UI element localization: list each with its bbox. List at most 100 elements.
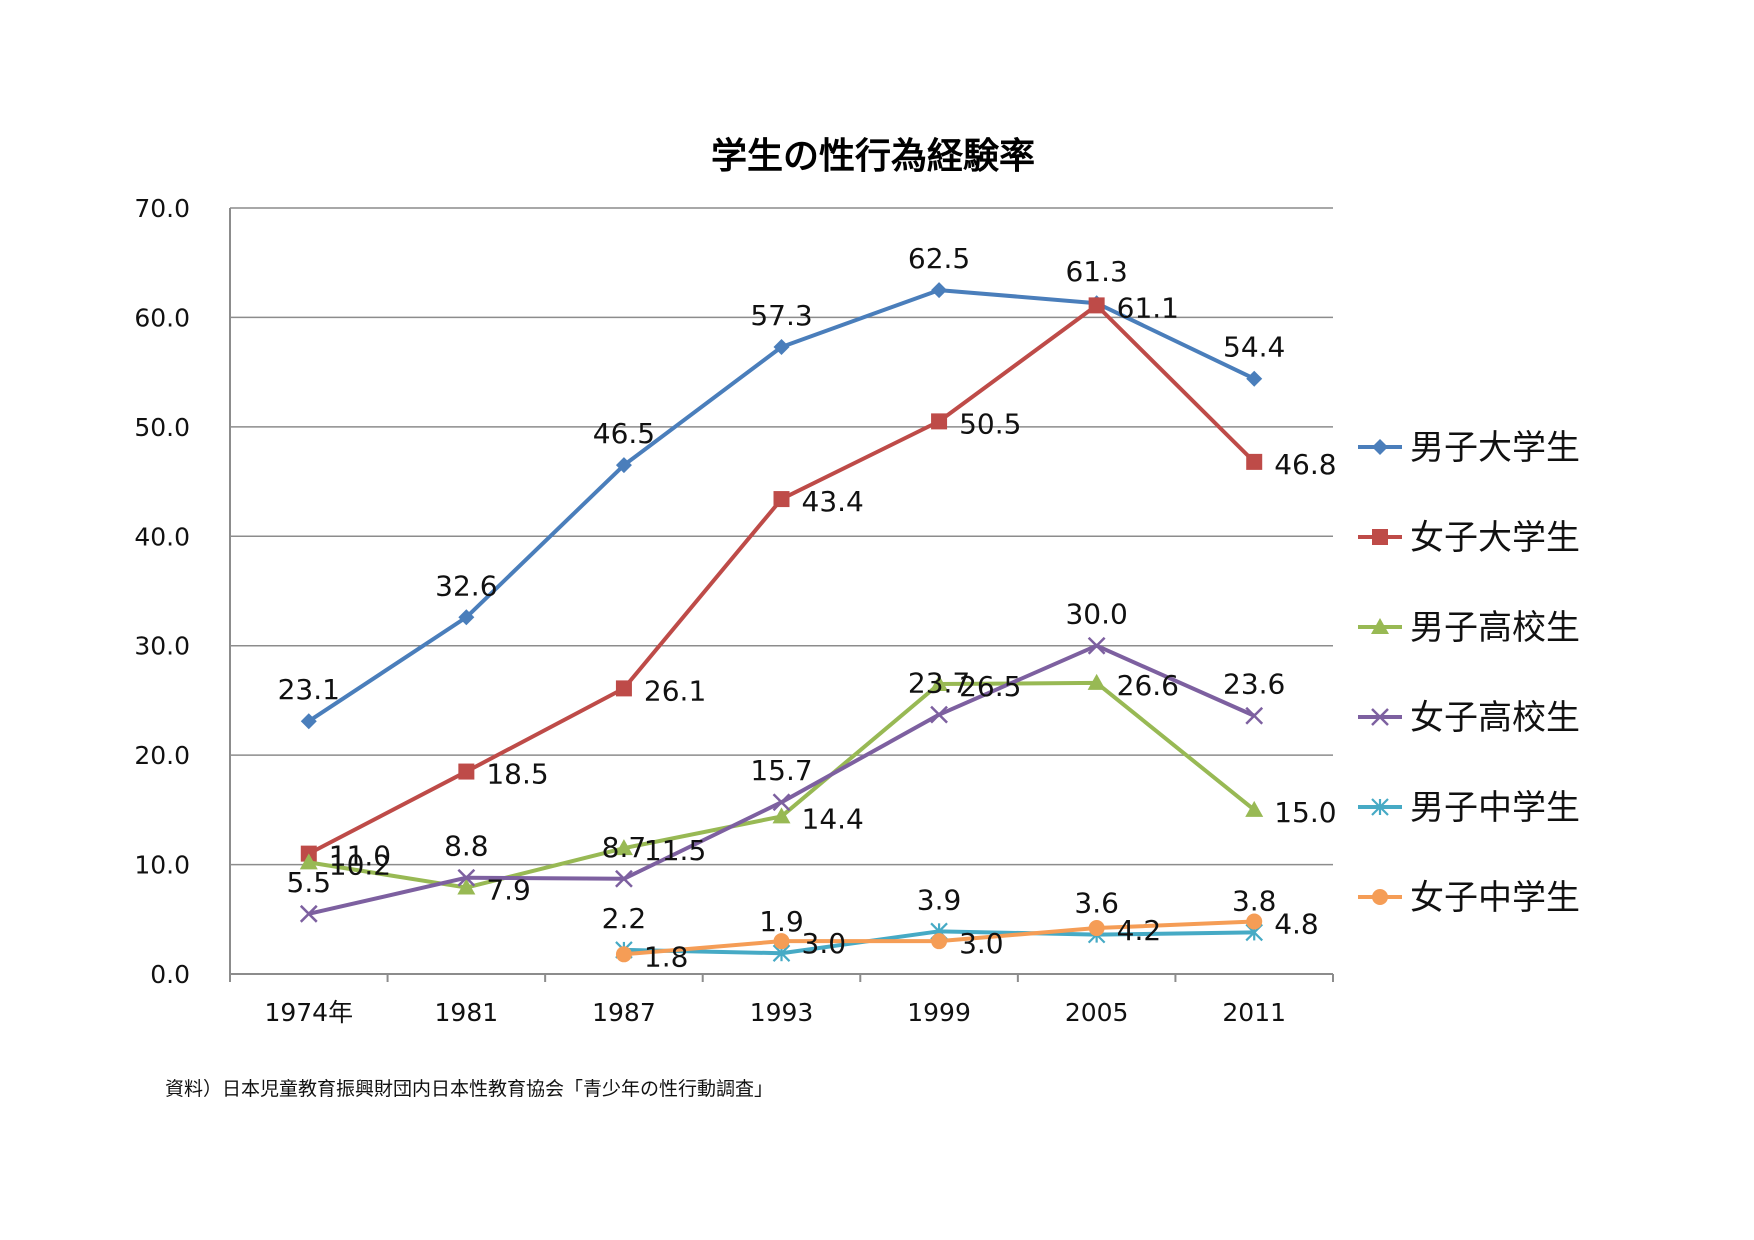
legend-label: 男子大学生 bbox=[1410, 428, 1580, 468]
legend-label: 男子中学生 bbox=[1410, 788, 1580, 828]
legend-swatch-marker bbox=[1372, 529, 1388, 545]
y-tick-label: 30.0 bbox=[134, 632, 190, 661]
legend-label: 男子高校生 bbox=[1410, 608, 1580, 648]
series-0-point bbox=[300, 713, 317, 730]
series-4-data-label: 3.6 bbox=[1074, 887, 1119, 920]
series-2-data-label: 10.2 bbox=[329, 848, 391, 881]
series-1-data-label: 46.8 bbox=[1274, 448, 1336, 481]
series-3-point bbox=[930, 705, 948, 724]
y-tick-label: 40.0 bbox=[134, 522, 190, 551]
series-3-point bbox=[1245, 706, 1264, 725]
series-5-data-label: 4.2 bbox=[1117, 914, 1162, 947]
series-3-point bbox=[1087, 636, 1106, 655]
series-3-point bbox=[299, 904, 318, 923]
series-1-data-label: 50.5 bbox=[959, 407, 1021, 440]
series-1-point bbox=[458, 763, 475, 780]
y-tick-label: 70.0 bbox=[134, 194, 190, 223]
series-0-point bbox=[458, 609, 475, 626]
series-5-point bbox=[773, 933, 790, 950]
series-1-data-label: 18.5 bbox=[486, 758, 548, 791]
series-2-point bbox=[457, 878, 476, 895]
series-0-data-label: 54.4 bbox=[1223, 331, 1285, 364]
series-5-point bbox=[615, 946, 632, 963]
series-4-data-label: 3.8 bbox=[1232, 884, 1277, 917]
series-1-point bbox=[773, 491, 790, 508]
series-2-point bbox=[299, 853, 318, 870]
legend-swatch-marker bbox=[1372, 889, 1388, 905]
y-tick-label: 60.0 bbox=[134, 303, 190, 332]
series-2-point bbox=[1245, 800, 1264, 817]
series-0-point bbox=[931, 282, 948, 299]
legend-label: 女子高校生 bbox=[1410, 698, 1580, 738]
series-group bbox=[299, 282, 1264, 963]
x-tick-label: 1981 bbox=[435, 998, 499, 1027]
series-3-data-label: 23.7 bbox=[908, 667, 970, 700]
series-0-data-label: 32.6 bbox=[435, 569, 497, 602]
series-2-data-label: 26.6 bbox=[1117, 669, 1179, 702]
y-tick-label: 0.0 bbox=[150, 960, 190, 989]
series-5-point bbox=[931, 933, 948, 950]
series-1-data-label: 61.1 bbox=[1117, 291, 1179, 324]
series-0-data-label: 57.3 bbox=[750, 299, 812, 332]
series-1-point bbox=[615, 680, 632, 697]
series-4-data-label: 1.9 bbox=[759, 905, 804, 938]
series-5-point bbox=[1246, 913, 1263, 930]
series-3-data-label: 15.7 bbox=[750, 754, 812, 787]
series-3-data-label: 8.7 bbox=[602, 831, 647, 864]
chart-title: 学生の性行為経験率 bbox=[711, 135, 1035, 177]
series-0-data-label: 46.5 bbox=[593, 417, 655, 450]
source-note: 資料）日本児童教育振興財団内日本性教育協会「青少年の性行動調査」 bbox=[165, 1078, 774, 1100]
series-2-point bbox=[772, 807, 791, 824]
legend-swatch-marker bbox=[1371, 708, 1389, 726]
series-3-data-label: 23.6 bbox=[1223, 668, 1285, 701]
series-2-data-label: 14.4 bbox=[802, 802, 864, 835]
x-tick-label: 1999 bbox=[907, 998, 971, 1027]
series-0-data-label: 62.5 bbox=[908, 242, 970, 275]
series-2-point bbox=[930, 675, 949, 692]
series-2-point bbox=[614, 839, 633, 856]
grid bbox=[230, 207, 1333, 866]
series-3-point bbox=[772, 793, 791, 812]
series-1-point bbox=[931, 413, 948, 430]
legend-swatch-marker bbox=[1371, 798, 1389, 816]
series-2-data-label: 11.5 bbox=[644, 834, 706, 867]
series-3-point bbox=[457, 868, 476, 887]
legend-swatch-marker bbox=[1371, 618, 1389, 634]
series-3-data-label: 8.8 bbox=[444, 830, 489, 863]
series-1-data-label: 43.4 bbox=[802, 485, 864, 518]
x-tick-label: 2011 bbox=[1222, 998, 1286, 1027]
x-tick-label: 1987 bbox=[592, 998, 656, 1027]
y-tick-label: 50.0 bbox=[134, 413, 190, 442]
series-5-data-label: 4.8 bbox=[1274, 907, 1319, 940]
series-3-data-label: 5.5 bbox=[287, 866, 332, 899]
series-5-point bbox=[1088, 920, 1105, 937]
y-tick-label: 10.0 bbox=[134, 851, 190, 880]
x-tick-label: 1993 bbox=[750, 998, 814, 1027]
axes: 0.0 10.0 20.0 30.0 40.0 50.0 60.0 70.0 1974年 1981… bbox=[134, 194, 1334, 1027]
series-2-data-label: 26.5 bbox=[959, 670, 1021, 703]
series-1-data-label: 26.1 bbox=[644, 674, 706, 707]
series-4-data-label: 3.9 bbox=[917, 883, 962, 916]
series-4-data-label: 2.2 bbox=[602, 902, 647, 935]
y-tick-label: 20.0 bbox=[134, 741, 190, 770]
legend-label: 女子中学生 bbox=[1410, 878, 1580, 918]
series-3-point bbox=[615, 869, 633, 888]
legend-swatch-marker bbox=[1372, 439, 1388, 455]
x-tick-label: 1974年 bbox=[264, 998, 353, 1027]
series-1-point bbox=[1088, 297, 1105, 314]
series-5-data-label: 3.0 bbox=[959, 927, 1004, 960]
series-2-data-label: 15.0 bbox=[1274, 796, 1336, 829]
series-0-point bbox=[773, 338, 790, 355]
series-3-data-label: 30.0 bbox=[1065, 598, 1127, 631]
series-5-data-label: 3.0 bbox=[802, 927, 847, 960]
series-5-data-label: 1.8 bbox=[644, 940, 689, 973]
legend-label: 女子大学生 bbox=[1410, 518, 1580, 558]
series-2-point bbox=[1087, 673, 1106, 690]
data-labels: 23.1 32.6 46.5 57.3 62.5 61.3 54.4 11.0 18.5 26.1… bbox=[278, 242, 1337, 973]
x-tick-label: 2005 bbox=[1065, 998, 1129, 1027]
series-0-point bbox=[615, 457, 632, 474]
series-1-data-label: 11.0 bbox=[329, 840, 391, 873]
series-0-point bbox=[1246, 370, 1263, 387]
